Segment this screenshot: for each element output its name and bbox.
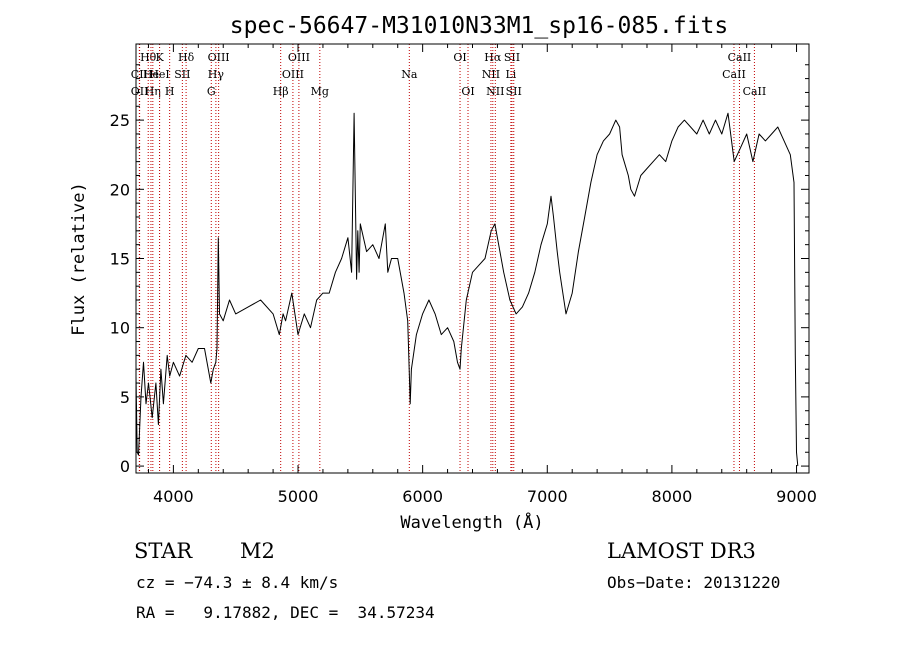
object-type: STAR <box>134 539 193 563</box>
line-marker-label: HeI <box>149 68 169 81</box>
line-marker-label: Hθ <box>140 51 157 64</box>
y-tick-label: 25 <box>110 111 130 130</box>
line-marker-label: CaII <box>743 85 767 98</box>
x-tick-label: 4000 <box>153 487 194 506</box>
y-tick-label: 0 <box>120 457 130 476</box>
x-tick-label: 5000 <box>278 487 319 506</box>
x-tick-label: 6000 <box>402 487 443 506</box>
line-marker-label: CaII <box>728 51 752 64</box>
line-marker-label: OI <box>453 51 466 64</box>
survey-label: LAMOST DR3 <box>607 539 756 563</box>
y-tick-label: 10 <box>110 319 130 338</box>
line-marker-label: NII <box>486 85 504 98</box>
line-marker-label: Hγ <box>208 68 225 81</box>
line-marker-label: Hη <box>145 85 161 98</box>
line-marker-label: Li <box>505 68 516 81</box>
line-marker-label: OII <box>131 85 149 98</box>
line-marker-label: NII <box>482 68 500 81</box>
line-marker-label: Hδ <box>178 51 195 64</box>
line-marker-label: Hβ <box>273 85 289 98</box>
line-marker-label: OI <box>461 85 474 98</box>
y-tick-label: 20 <box>110 180 130 199</box>
spectrum-layer <box>135 112 799 467</box>
line-marker-label: OIII <box>288 51 310 64</box>
y-tick-label: 15 <box>110 250 130 269</box>
line-marker-label: Hα <box>484 51 502 64</box>
redshift-readout: cz = −74.3 ± 8.4 km/s <box>136 573 339 592</box>
line-marker-label: G <box>207 85 216 98</box>
plot-frame <box>135 43 810 474</box>
line-marker-label: SII <box>506 85 522 98</box>
x-tick-label: 8000 <box>652 487 693 506</box>
axes: 4000 5000 6000 7000 8000 9000 0 5 10 15 20 25 <box>110 44 817 506</box>
line-marker-label: SII <box>174 68 190 81</box>
line-marker-label: SII <box>504 51 520 64</box>
line-marker-label: K <box>155 51 164 64</box>
x-axis-title: Wavelength (Å) <box>400 511 543 533</box>
y-tick-label: 5 <box>120 388 130 407</box>
line-marker-label: OIII <box>208 51 230 64</box>
spectral-subclass: M2 <box>240 539 275 563</box>
line-marker-label: Mg <box>311 85 329 98</box>
x-tick-label: 9000 <box>776 487 817 506</box>
observation-date: Obs−Date: 20131220 <box>607 573 781 592</box>
chart-title: spec-56647-M31010N33M1_sp16-085.fits <box>230 13 729 39</box>
line-marker-label: CaII <box>722 68 746 81</box>
line-marker-label: Na <box>401 68 418 81</box>
y-axis-title: Flux (relative) <box>69 182 89 336</box>
emission-line-markers: CIIOIIHθHeHηKHeIHSIIHδGOIIIHγHβOIIIOIIIM… <box>131 44 766 473</box>
spectrum-line <box>135 112 799 467</box>
coordinates-readout: RA = 9.17882, DEC = 34.57234 <box>136 603 435 622</box>
line-marker-label: H <box>165 85 175 98</box>
line-marker-label: He <box>143 68 159 81</box>
x-tick-label: 7000 <box>527 487 568 506</box>
line-marker-label: OIII <box>282 68 304 81</box>
